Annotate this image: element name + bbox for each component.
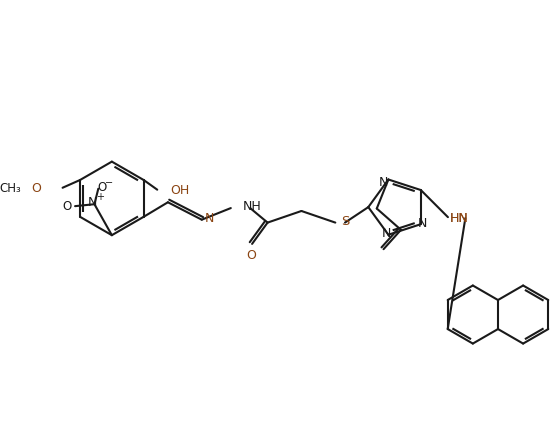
Text: OH: OH	[170, 184, 189, 197]
Text: HN: HN	[450, 212, 469, 225]
Text: HN: HN	[450, 212, 469, 225]
Text: S: S	[341, 215, 349, 228]
Text: O: O	[62, 200, 72, 213]
Text: O: O	[246, 249, 256, 262]
Text: N: N	[382, 227, 391, 240]
Text: N: N	[418, 217, 427, 230]
Text: O: O	[31, 182, 41, 195]
Text: N: N	[205, 212, 214, 225]
Text: N: N	[88, 196, 97, 209]
Text: NH: NH	[242, 200, 261, 213]
Text: CH₃: CH₃	[0, 182, 21, 195]
Text: N: N	[379, 176, 388, 189]
Text: O: O	[98, 181, 107, 194]
Text: +: +	[96, 192, 104, 203]
Text: −: −	[105, 178, 113, 188]
